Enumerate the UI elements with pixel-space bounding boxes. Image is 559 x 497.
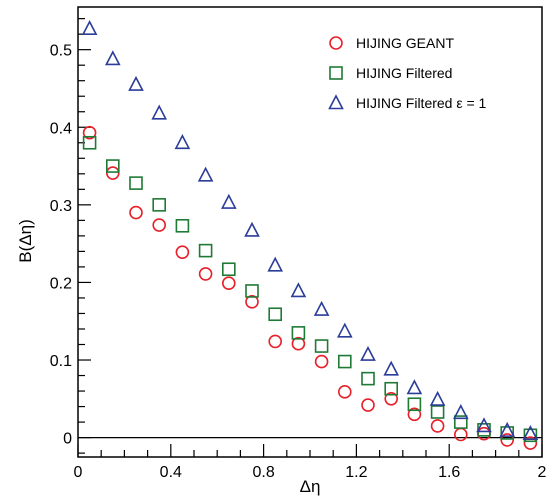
square-data-point [129, 176, 143, 190]
square-data-point [337, 354, 352, 369]
y-axis-label: B(Δη) [16, 219, 35, 262]
series-square [82, 135, 538, 443]
axis-ticks [77, 18, 543, 457]
triangle-data-point [499, 421, 516, 437]
triangle-data-point [81, 19, 98, 36]
legend-item-hijing-filtered: HIJING Filtered [329, 65, 452, 81]
legend-square-icon [329, 66, 343, 80]
square-data-point [314, 339, 329, 353]
square-data-point [268, 307, 283, 322]
triangle-data-point [267, 256, 284, 272]
circle-data-point [82, 125, 97, 140]
circle-data-point [500, 433, 515, 447]
circle-data-point [222, 276, 236, 291]
x-tick-label: 0 [74, 464, 83, 481]
x-tick-label: 1.6 [438, 464, 460, 481]
square-data-point [106, 159, 120, 173]
triangle-data-point [151, 104, 168, 120]
circle-data-point [523, 436, 538, 450]
legend-item-hijing-geant: HIJING GEANT [329, 35, 454, 51]
circle-data-point [175, 245, 190, 259]
square-data-point [245, 284, 259, 298]
circle-data-point [245, 295, 259, 309]
legend-label-hijing-filtered-eps1: HIJING Filtered ε = 1 [356, 95, 487, 111]
legend-marker-triangle [328, 94, 344, 110]
triangle-data-point [452, 404, 469, 420]
triangle-data-point [244, 221, 260, 237]
square-data-point [430, 405, 445, 419]
x-tick-label: 0.8 [252, 464, 274, 481]
circle-data-point [384, 392, 399, 406]
triangle-data-point [128, 75, 144, 91]
x-tick-label: 1.2 [345, 464, 367, 481]
square-data-point [198, 243, 213, 258]
tick-labels: 0 0.4 0.8 1.2 1.6 2 0 0.1 0.2 0.3 0.4 0.5 [50, 43, 547, 481]
triangle-data-point [104, 50, 121, 66]
triangle-data-point [476, 417, 492, 433]
square-data-point [523, 428, 538, 443]
triangle-data-point [360, 345, 376, 361]
circle-data-point [129, 205, 143, 220]
circle-data-point [337, 385, 352, 399]
y-tick-label: 0.1 [50, 353, 72, 370]
triangle-data-point [313, 300, 330, 316]
square-data-point [407, 397, 422, 412]
legend-marker-circle [329, 36, 343, 50]
circle-data-point [430, 419, 445, 433]
triangle-data-point [406, 379, 423, 395]
square-data-point [152, 198, 166, 212]
triangle-data-point [383, 360, 400, 376]
circle-data-point [361, 398, 375, 412]
square-data-point [175, 218, 190, 233]
triangle-data-point [197, 166, 214, 182]
legend-triangle-icon [328, 94, 344, 110]
circle-data-point [407, 407, 422, 422]
square-data-point [82, 135, 97, 150]
series-circle [82, 125, 538, 450]
y-tick-label: 0.5 [50, 43, 72, 60]
legend: HIJING GEANT HIJING Filtered HIJING Filt… [328, 35, 487, 111]
triangle-data-point [429, 390, 446, 406]
circle-data-point [268, 334, 283, 349]
square-data-point [291, 326, 306, 340]
square-data-point [453, 415, 468, 429]
data-markers [81, 19, 539, 450]
square-data-point [384, 381, 399, 396]
y-tick-label: 0.2 [50, 275, 72, 292]
triangle-data-point [336, 322, 353, 338]
legend-label-hijing-filtered: HIJING Filtered [356, 65, 452, 81]
circle-data-point [106, 166, 120, 180]
square-data-point [500, 426, 515, 440]
plot-frame [77, 6, 543, 458]
circle-data-point [152, 218, 166, 232]
legend-item-hijing-filtered-eps1: HIJING Filtered ε = 1 [328, 94, 487, 111]
triangle-data-point [174, 134, 191, 150]
triangle-data-point [290, 282, 307, 298]
y-tick-label: 0 [63, 431, 72, 448]
x-tick-label: 0.4 [160, 464, 182, 481]
series-triangle [81, 19, 539, 441]
x-tick-label: 2 [538, 464, 547, 481]
square-data-point [222, 262, 236, 277]
triangle-data-point [522, 424, 539, 441]
legend-label-hijing-geant: HIJING GEANT [356, 35, 454, 51]
y-tick-label: 0.4 [50, 120, 72, 137]
circle-data-point [198, 267, 213, 281]
y-tick-label: 0.3 [50, 198, 72, 215]
legend-marker-square [329, 66, 343, 80]
circle-data-point [291, 336, 306, 351]
square-data-point [361, 371, 375, 386]
triangle-data-point [220, 193, 237, 209]
circle-data-point [314, 354, 329, 369]
circle-data-point [453, 427, 468, 442]
legend-circle-icon [329, 36, 343, 50]
x-axis-label: Δη [300, 477, 321, 496]
